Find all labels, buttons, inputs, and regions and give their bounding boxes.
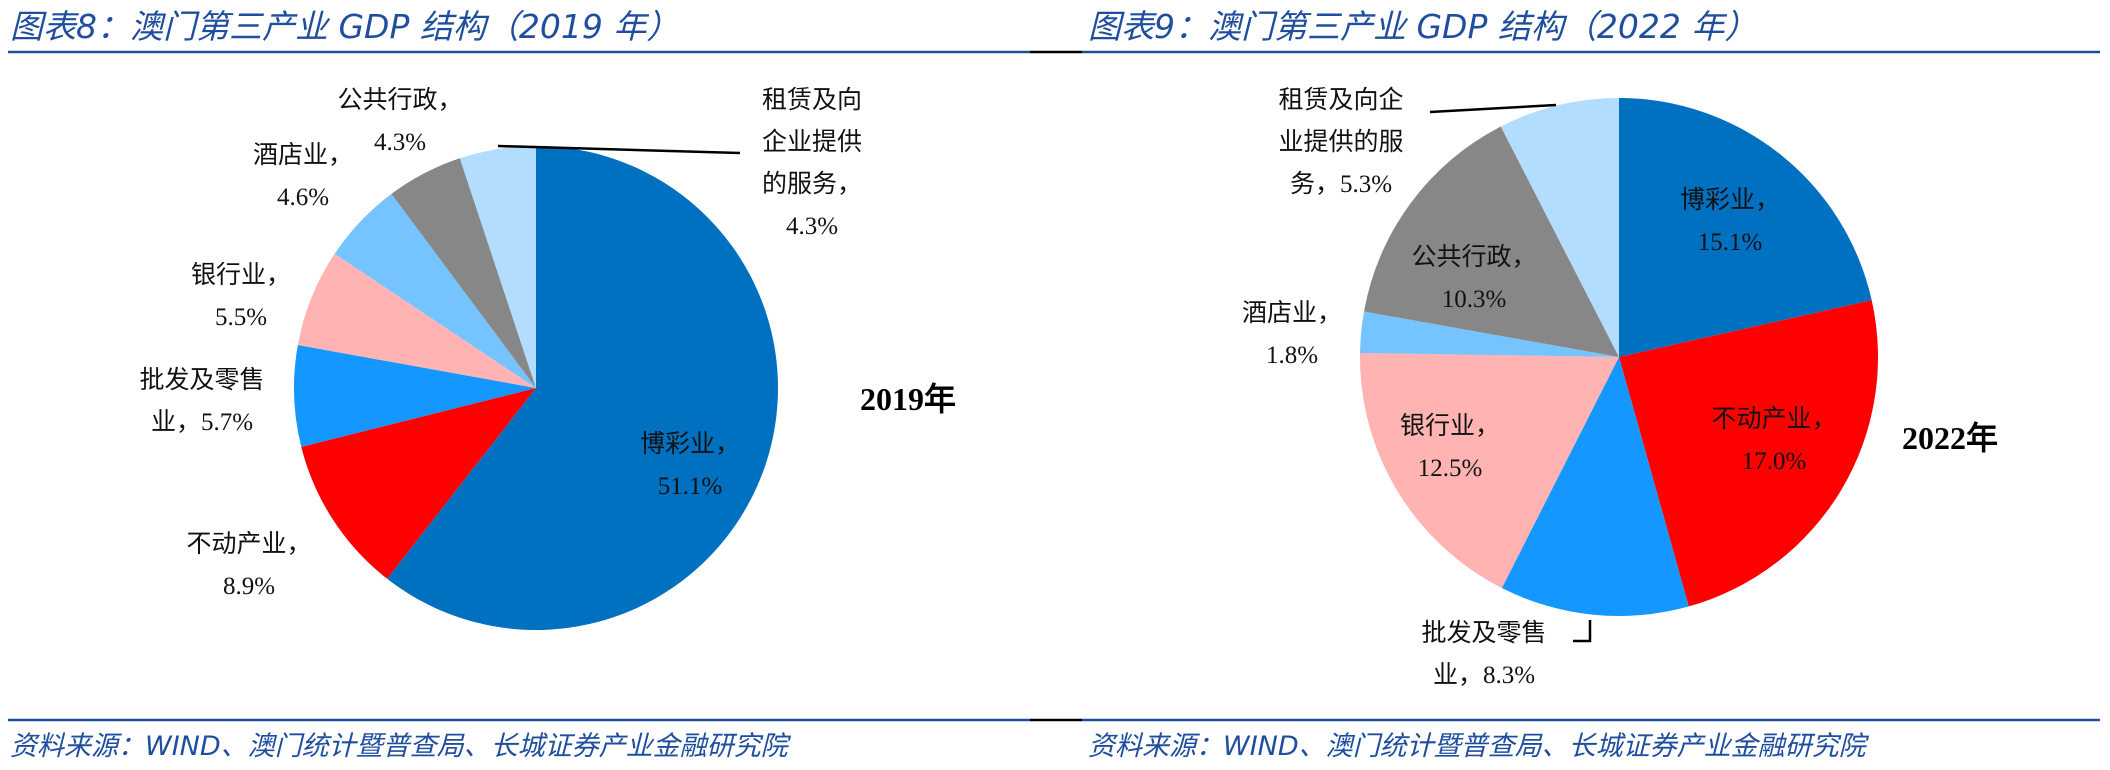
slice-label: 银行业， — [191, 261, 291, 289]
slice-label: 10.3% — [1442, 286, 1507, 313]
year-label-2022: 2022年 — [1902, 420, 1998, 456]
slice-label: 批发及零售 — [1421, 619, 1546, 647]
slice-labels: 博彩业，51.1%不动产业，8.9%批发及零售业，5.7%银行业，5.5%酒店业… — [139, 86, 1836, 689]
chart-title-2022: 图表9：澳门第三产业 GDP 结构（2022 年） — [1088, 7, 1757, 46]
slice-label: 酒店业， — [1242, 299, 1342, 327]
slice-label: 5.5% — [215, 304, 267, 331]
pie-slice — [1501, 357, 1689, 616]
leader-line-leasing-2022 — [1429, 103, 1557, 114]
pie-slice — [387, 146, 778, 630]
year-label-2019: 2019年 — [860, 381, 956, 417]
leader-line-retail-2022 — [1573, 620, 1592, 643]
slice-label: 51.1% — [658, 473, 723, 500]
slice-label: 务，5.3% — [1290, 170, 1392, 198]
slice-label: 1.8% — [1266, 342, 1318, 369]
slice-label: 业，5.7% — [151, 408, 253, 436]
pie-slice — [1360, 311, 1619, 357]
slice-label: 的服务， — [762, 170, 862, 198]
slice-label: 15.1% — [1698, 229, 1763, 256]
slice-label: 4.3% — [786, 213, 838, 240]
slice-label: 博彩业， — [1680, 186, 1780, 214]
source-note-left: 资料来源：WIND、澳门统计暨普查局、长城证券产业金融研究院 — [10, 731, 792, 762]
slice-label: 酒店业， — [253, 141, 353, 169]
slice-label: 8.9% — [223, 573, 275, 600]
slice-label: 17.0% — [1742, 448, 1807, 475]
pie-slice — [294, 344, 536, 447]
pie-slice — [1364, 126, 1619, 357]
pie-slice — [1619, 98, 1872, 357]
source-note-right: 资料来源：WIND、澳门统计暨普查局、长城证券产业金融研究院 — [1088, 731, 1870, 762]
pie-slice — [301, 388, 536, 579]
slice-label: 4.3% — [374, 129, 426, 156]
pie-slice — [459, 146, 536, 388]
slice-label: 不动产业， — [186, 530, 311, 558]
slice-label: 业提供的服 — [1278, 128, 1403, 156]
slice-label: 租赁及向 — [762, 86, 862, 114]
pie-slice — [334, 193, 536, 388]
slice-label: 不动产业， — [1711, 405, 1836, 433]
pie-slice — [391, 158, 536, 388]
slice-label: 4.6% — [277, 184, 329, 211]
chart-title-2019: 图表8：澳门第三产业 GDP 结构（2019 年） — [10, 7, 679, 46]
pie-slice — [297, 253, 536, 388]
slice-label: 12.5% — [1418, 455, 1483, 482]
slice-label: 公共行政， — [337, 86, 462, 114]
pie-slice — [1360, 352, 1619, 589]
slice-label: 批发及零售 — [139, 366, 264, 394]
slice-label: 公共行政， — [1411, 243, 1536, 271]
slice-label: 银行业， — [1400, 412, 1500, 440]
pie-slice — [1500, 98, 1619, 357]
pie-2022 — [1360, 98, 1878, 616]
slice-label: 博彩业， — [640, 430, 740, 458]
pie-slice — [1619, 300, 1878, 607]
pie-2019 — [294, 146, 778, 630]
leader-line-leasing-2019 — [497, 144, 741, 155]
slice-label: 企业提供 — [762, 128, 862, 156]
slice-label: 业，8.3% — [1433, 661, 1535, 689]
slice-label: 租赁及向企 — [1278, 86, 1403, 114]
